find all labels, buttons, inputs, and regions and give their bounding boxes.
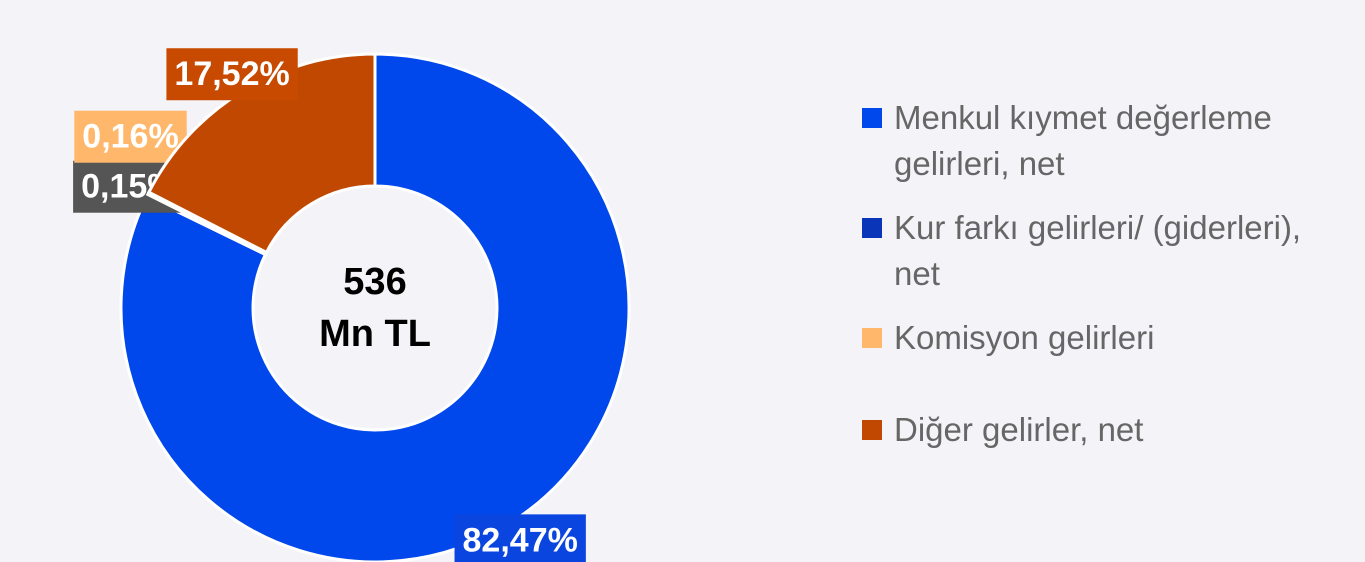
data-label: 82,47%: [454, 514, 586, 562]
legend-swatch: [862, 328, 882, 348]
donut-segment: [146, 52, 377, 255]
center-label: Mn TL: [319, 313, 431, 355]
data-label-box: [454, 514, 586, 562]
legend-label: Menkul kıymet değerleme gelirleri, net: [894, 99, 1272, 182]
legend-item: Komisyon gelirleri: [862, 315, 1342, 361]
legend-swatch: [862, 420, 882, 440]
legend-label: Kur farkı gelirleri/ (giderleri), net: [894, 209, 1302, 292]
data-label-text: 17,52%: [174, 55, 289, 93]
legend-item: Diğer gelirler, net: [862, 407, 1342, 453]
data-label-box: [166, 48, 298, 101]
data-label: 17,52%: [166, 48, 298, 101]
legend: Menkul kıymet değerleme gelirleri, net Ku…: [862, 95, 1342, 471]
data-label-text: 0,16%: [82, 118, 178, 156]
legend-swatch: [862, 108, 882, 128]
legend-swatch: [862, 218, 882, 238]
data-label-text: 82,47%: [463, 521, 578, 559]
data-label-box: [74, 110, 187, 163]
legend-label: Komisyon gelirleri: [894, 319, 1155, 356]
center-label: 536: [343, 261, 406, 303]
legend-item: Kur farkı gelirleri/ (giderleri), net: [862, 205, 1342, 297]
donut-segment: [119, 52, 631, 562]
data-label: 0,16%: [74, 110, 187, 163]
legend-label: Diğer gelirler, net: [894, 411, 1144, 448]
legend-item: Menkul kıymet değerleme gelirleri, net: [862, 95, 1342, 187]
